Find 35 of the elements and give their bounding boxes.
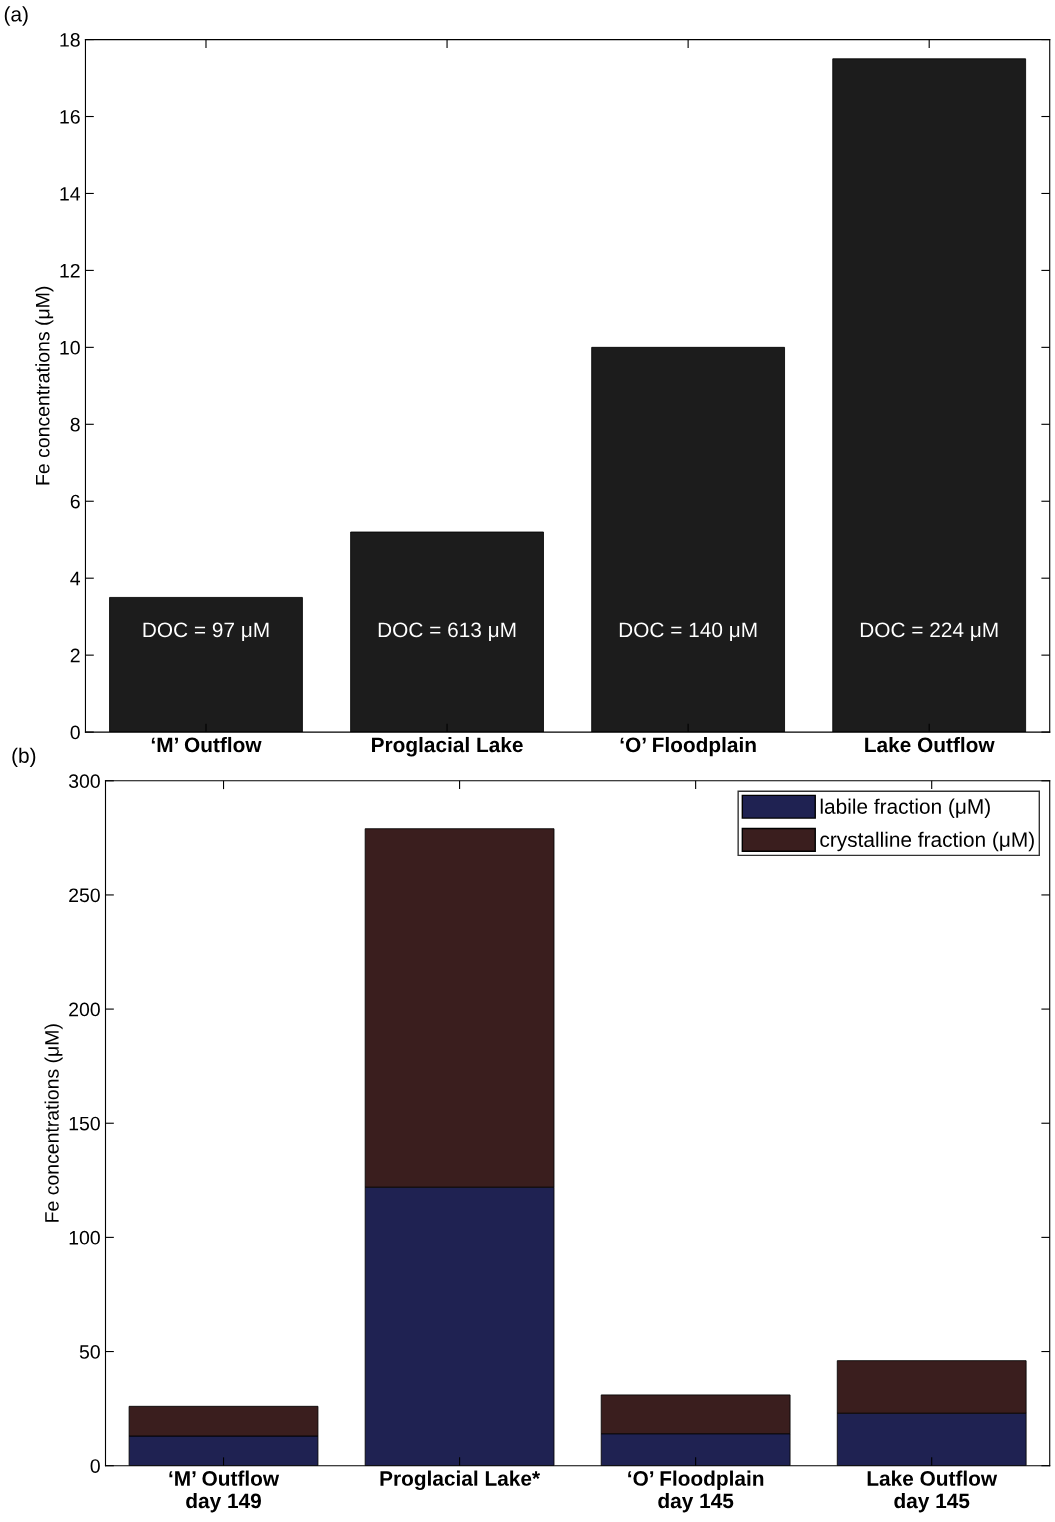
x-tick-label: Proglacial Lake xyxy=(372,736,523,757)
y-tick-label: 300 xyxy=(68,774,100,789)
annotation: DOC = 613 μM xyxy=(378,622,516,642)
y-tick-label: 2 xyxy=(70,648,80,663)
y-tick-label: 250 xyxy=(69,888,100,903)
y-tick-label: 16 xyxy=(60,109,80,124)
annotation: DOC = 140 μM xyxy=(619,622,757,642)
y-tick-label: 50 xyxy=(79,1345,100,1359)
y-tick-label: 4 xyxy=(70,571,81,586)
y-tick-label: 10 xyxy=(60,340,80,355)
annotation: DOC = 224 μM xyxy=(860,622,998,642)
legend-label: labile fraction (μM) xyxy=(820,798,990,819)
y-tick-label: 18 xyxy=(60,33,80,47)
x-tick-label: Lake Outflow day 145 xyxy=(867,1470,998,1513)
x-tick-label: ‘M’ Outflow day 149 xyxy=(169,1470,280,1513)
y-tick-label: 8 xyxy=(70,417,80,432)
y-tick-label: 0 xyxy=(70,725,80,740)
x-tick-label: ‘M’ Outflow xyxy=(151,736,262,753)
y-tick-label: 200 xyxy=(69,1002,100,1017)
x-tick-label: ‘O’ Floodplain day 145 xyxy=(628,1470,764,1513)
x-tick-label: ‘O’ Floodplain xyxy=(620,736,756,757)
y-axis-title: Fe concentrations (μM) xyxy=(35,286,54,485)
text: (a) xyxy=(4,6,28,26)
annotation: DOC = 97 μM xyxy=(143,622,269,642)
y-tick-label: 100 xyxy=(69,1230,100,1245)
text: (b) xyxy=(12,747,36,768)
y-tick-label: 12 xyxy=(60,263,80,278)
legend-label: crystalline fraction (μM) xyxy=(820,831,1034,852)
x-tick-label: Lake Outflow xyxy=(865,736,995,753)
y-tick-label: 0 xyxy=(90,1459,100,1473)
y-tick-label: 14 xyxy=(60,187,81,201)
y-tick-label: 150 xyxy=(69,1116,100,1131)
x-tick-label: Proglacial Lake* xyxy=(380,1470,541,1491)
y-axis-title: Fe concentrations (μM) xyxy=(44,1024,63,1222)
y-tick-label: 6 xyxy=(70,494,80,509)
